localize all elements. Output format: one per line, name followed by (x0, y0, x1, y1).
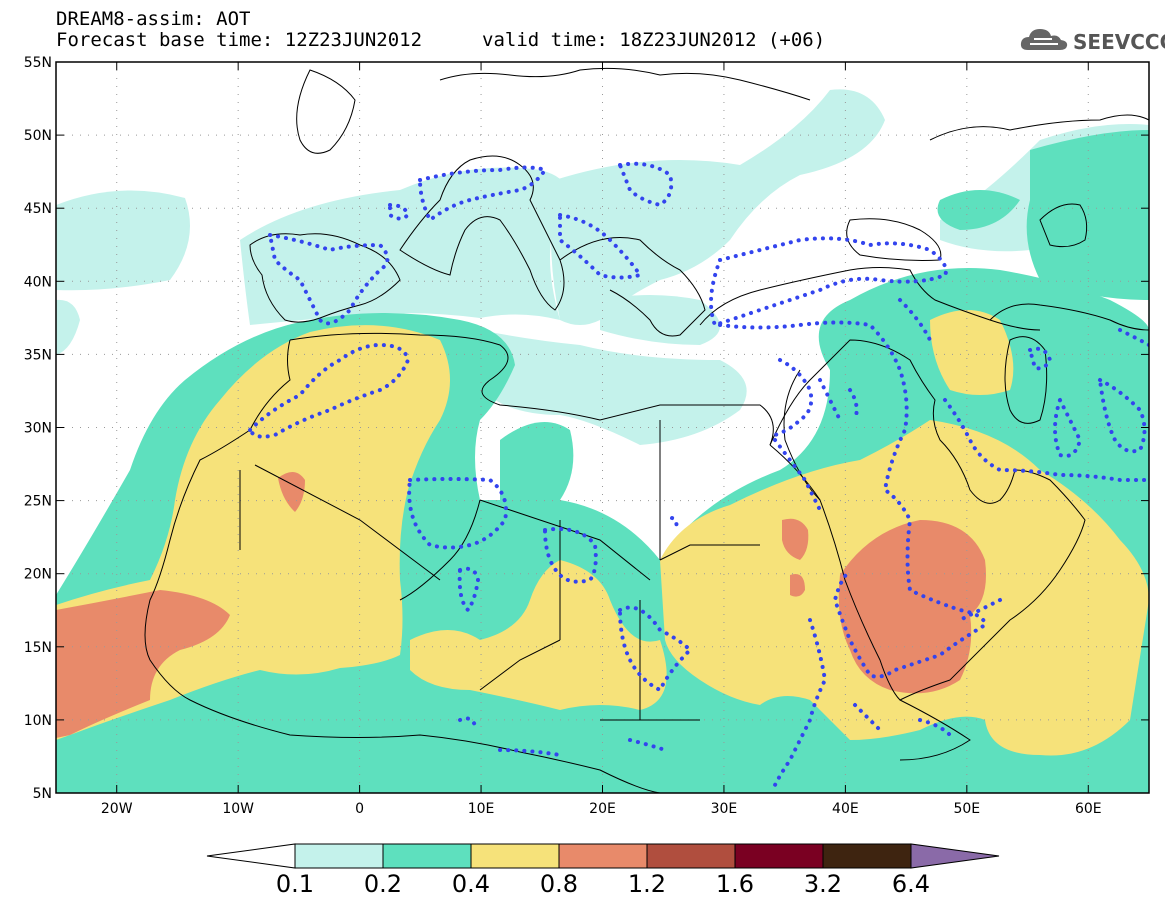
lat-tick-label: 5N (33, 786, 52, 802)
colorbar-label: 1.2 (628, 870, 666, 898)
colorbar: 0.1 0.2 0.4 0.8 1.2 1.6 3.2 6.4 (206, 843, 1000, 898)
lon-tick-label: 60E (1075, 801, 1102, 817)
colorbar-swatch (558, 843, 648, 869)
colorbar-swatch (646, 843, 736, 869)
colorbar-label: 3.2 (804, 870, 842, 898)
lon-tick-label: 20E (589, 801, 616, 817)
colorbar-swatch (734, 843, 824, 869)
colorbar-under-arrow (206, 843, 296, 869)
lat-tick-label: 40N (24, 274, 52, 290)
lon-tick-label: 50E (953, 801, 980, 817)
lon-tick-label: 20W (101, 801, 133, 817)
colorbar-label: 0.2 (364, 870, 402, 898)
colorbar-label: 0.8 (540, 870, 578, 898)
forecast-base-time: Forecast base time: 12Z23JUN2012 (56, 29, 423, 51)
map-axes: 55N 50N 45N 40N 35N 30N 25N 20N 15N 10N 5N 20W 10W 0 1… (24, 55, 1149, 817)
valid-time: valid time: 18Z23JUN2012 (+06) (482, 29, 826, 51)
plot-area (56, 62, 1149, 793)
colorbar-swatch (382, 843, 472, 869)
aot-dotted-contours (247, 161, 1149, 787)
lat-tick-label: 25N (24, 494, 52, 510)
lon-tick-label: 10E (468, 801, 495, 817)
logo-text: SEEVCCC (1073, 30, 1165, 54)
lat-tick-label: 15N (24, 640, 52, 656)
seevccc-logo: SEEVCCC (1018, 24, 1165, 58)
lat-tick-label: 55N (24, 55, 52, 71)
lon-tick-label: 0 (355, 801, 364, 817)
lat-tick-label: 35N (24, 347, 52, 363)
lon-tick-label: 10W (222, 801, 254, 817)
cloud-icon (1020, 29, 1068, 50)
lon-tick-label: 40E (832, 801, 859, 817)
colorbar-swatch (294, 843, 384, 869)
colorbar-label: 0.1 (276, 870, 314, 898)
chart-title: DREAM8-assim: AOT (56, 8, 251, 30)
lat-tick-label: 20N (24, 567, 52, 583)
lat-tick-label: 50N (24, 128, 52, 144)
lat-tick-label: 10N (24, 713, 52, 729)
colorbar-label: 0.4 (452, 870, 490, 898)
lat-tick-label: 30N (24, 421, 52, 437)
colorbar-over-arrow (910, 843, 1000, 869)
colorbar-swatch (822, 843, 912, 869)
colorbar-swatch (470, 843, 560, 869)
colorbar-label: 1.6 (716, 870, 754, 898)
lon-tick-label: 30E (711, 801, 738, 817)
lat-tick-label: 45N (24, 201, 52, 217)
colorbar-label: 6.4 (892, 870, 930, 898)
